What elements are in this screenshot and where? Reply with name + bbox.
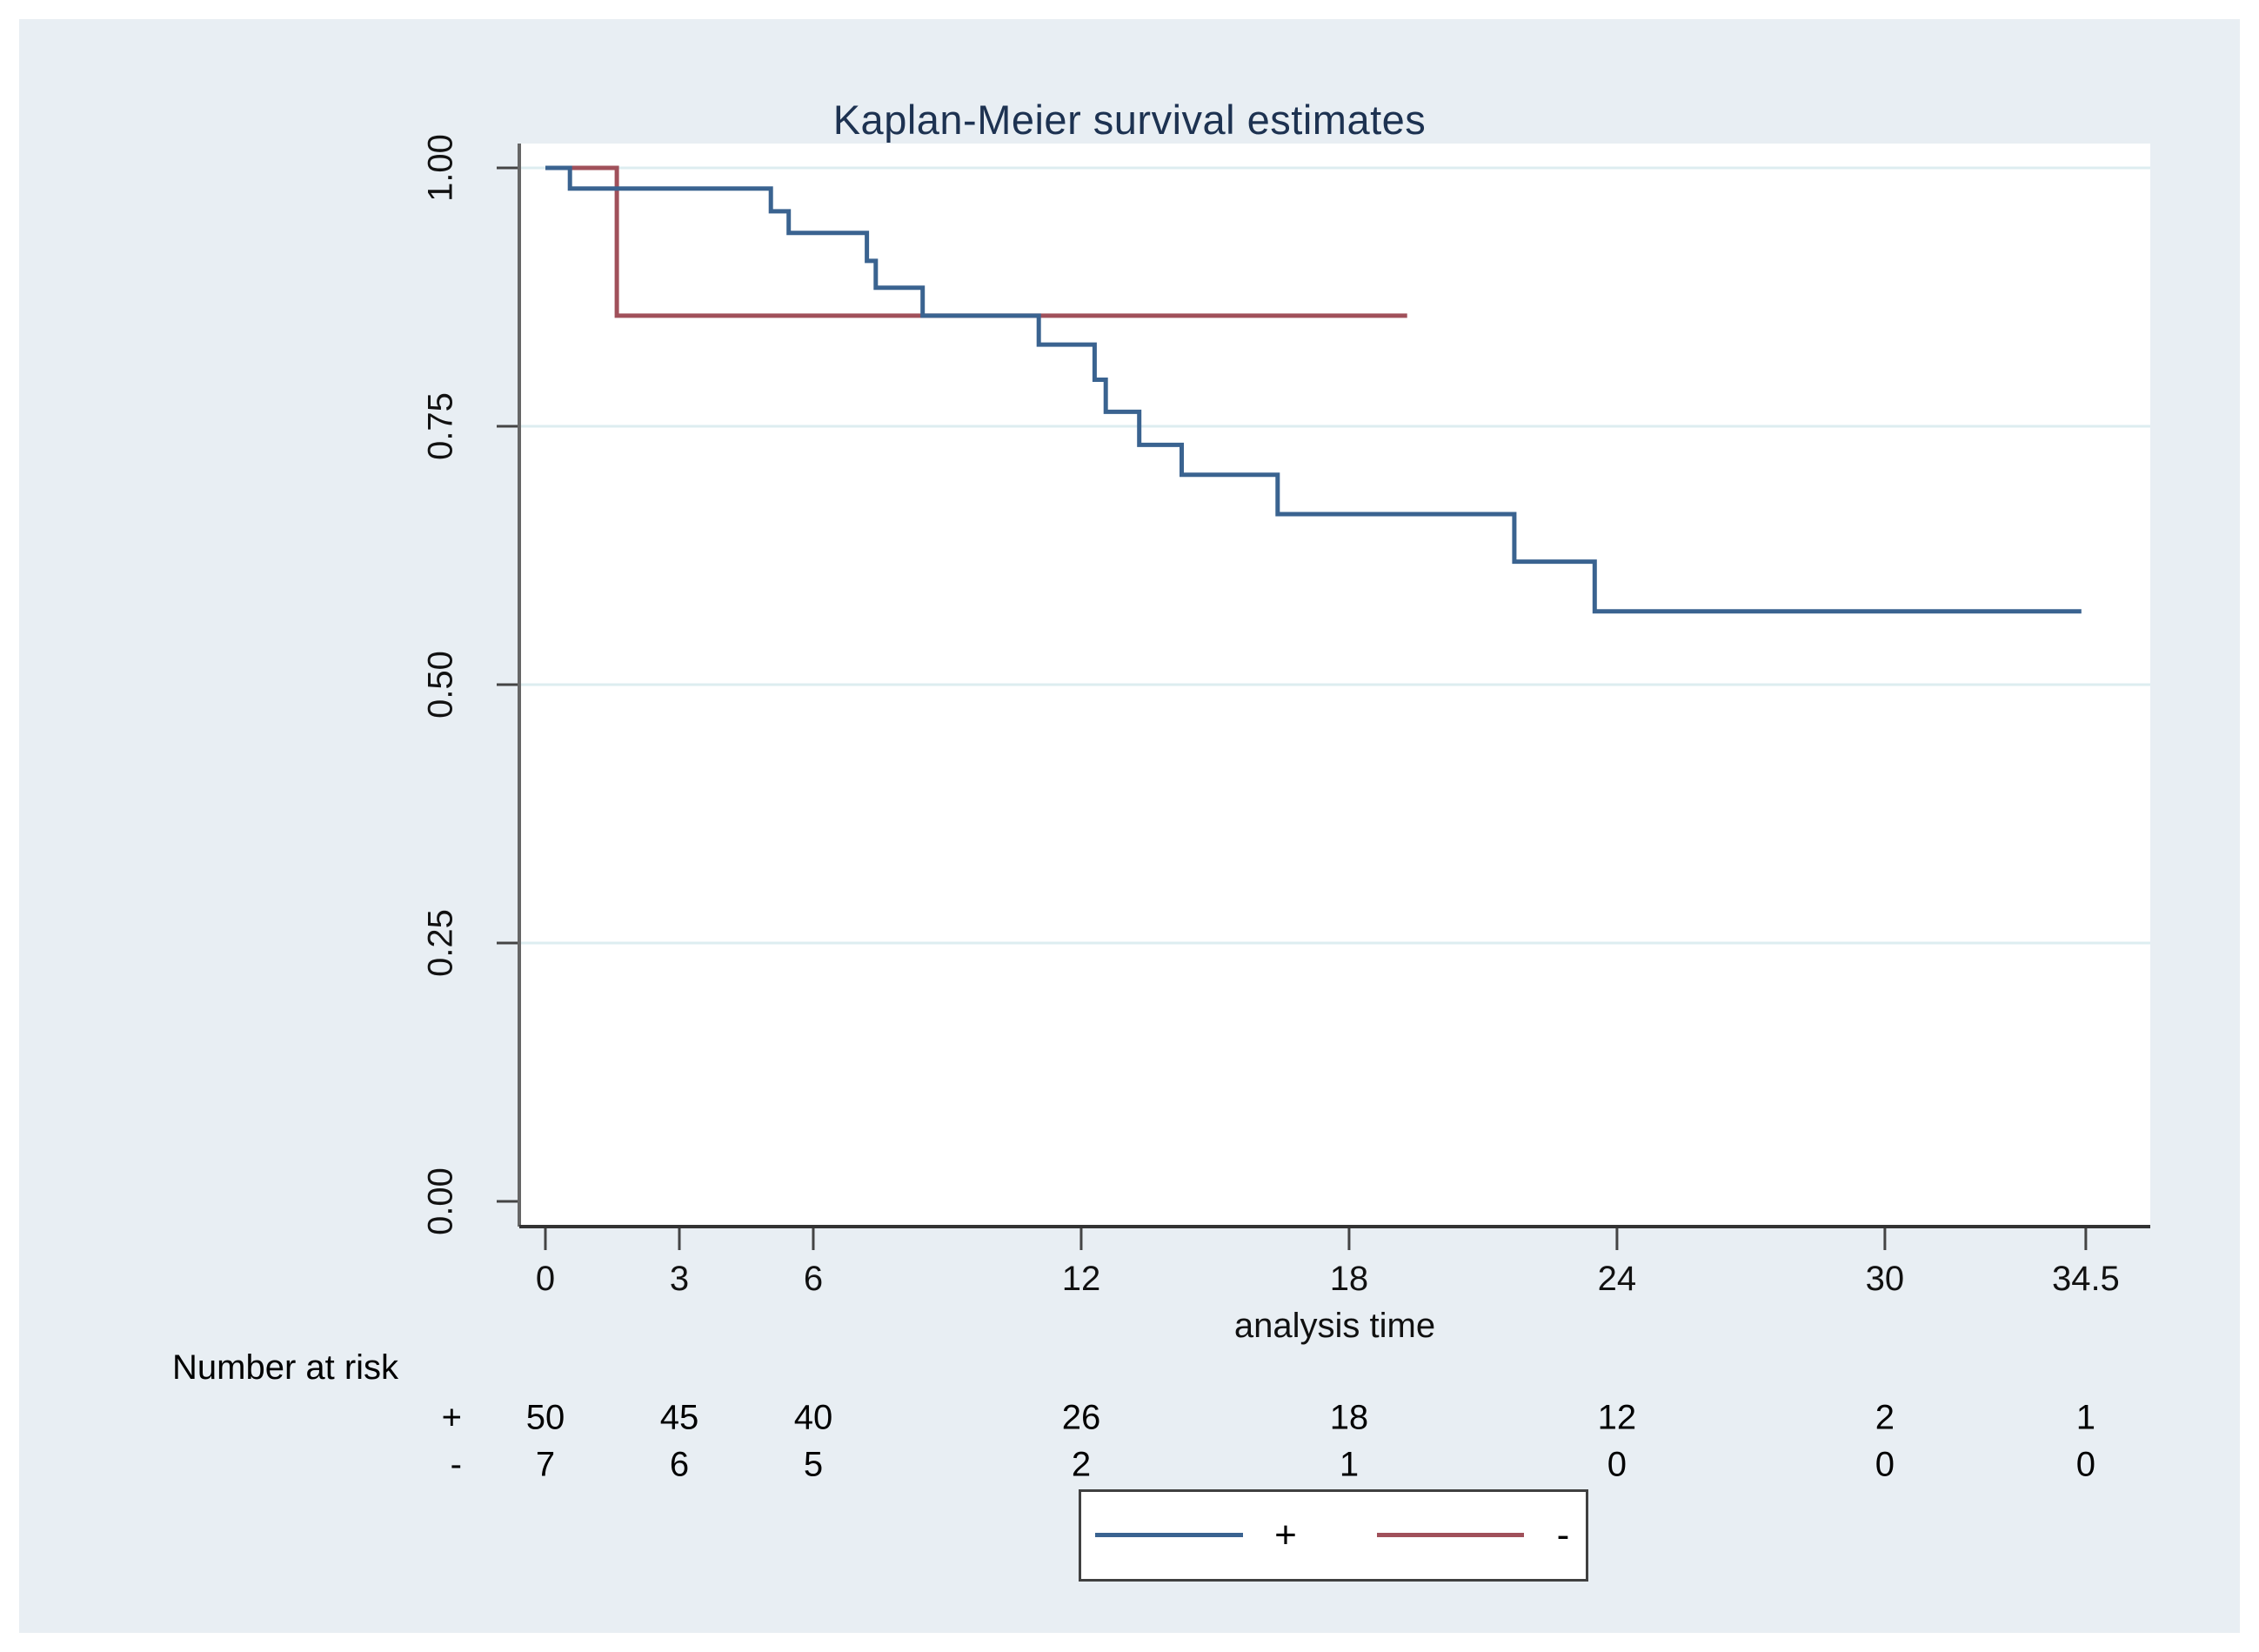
risk-count: 2 [1875, 1398, 1895, 1437]
risk-count: 40 [793, 1398, 833, 1437]
legend-label-plus: + [1274, 1514, 1297, 1556]
x-tick-label-6: 6 [803, 1260, 824, 1298]
risk-count: 5 [803, 1445, 824, 1484]
legend-label-minus: - [1556, 1514, 1570, 1556]
km-curve-plus [545, 165, 2082, 614]
x-tick-label-0: 0 [535, 1260, 556, 1298]
risk-count: 6 [669, 1445, 690, 1484]
risk-count: 2 [1071, 1445, 1092, 1484]
y-tick-label-0.25: 0.25 [421, 909, 460, 977]
risk-count: 0 [2075, 1445, 2095, 1484]
risk-row-label-plus: + [441, 1398, 462, 1437]
x-tick-label-24: 24 [1597, 1260, 1637, 1298]
x-tick-label-30: 30 [1865, 1260, 1905, 1298]
legend-line-minus [1377, 1533, 1524, 1537]
risk-count: 45 [659, 1398, 699, 1437]
y-tick-label-0.50: 0.50 [421, 651, 460, 719]
km-chart [497, 144, 2150, 1250]
x-tick-label-3: 3 [669, 1260, 690, 1298]
number-at-risk-label: Number at risk [172, 1348, 399, 1387]
legend-line-plus [1095, 1533, 1243, 1537]
chart-title: Kaplan-Meier survival estimates [832, 97, 1427, 143]
y-tick-label-0.75: 0.75 [421, 392, 460, 460]
x-tick-label-18: 18 [1329, 1260, 1369, 1298]
x-tick-label-12: 12 [1061, 1260, 1101, 1298]
figure-canvas: Kaplan-Meier survival estimates 0 3 6 12 18 2… [19, 19, 2240, 1633]
risk-count: 7 [535, 1445, 556, 1484]
x-tick-label-34.5: 34.5 [2051, 1260, 2120, 1298]
risk-count: 1 [1339, 1445, 1360, 1484]
y-tick-label-0.00: 0.00 [421, 1167, 460, 1235]
risk-count: 12 [1597, 1398, 1637, 1437]
risk-count: 18 [1329, 1398, 1369, 1437]
x-axis-title: analysis time [1233, 1307, 1436, 1345]
risk-count: 0 [1875, 1445, 1895, 1484]
risk-row-label-minus: - [450, 1445, 462, 1484]
y-tick-label-1.00: 1.00 [421, 134, 460, 202]
risk-count: 26 [1061, 1398, 1101, 1437]
risk-count: 1 [2075, 1398, 2095, 1437]
risk-count: 0 [1607, 1445, 1627, 1484]
risk-count: 50 [525, 1398, 565, 1437]
